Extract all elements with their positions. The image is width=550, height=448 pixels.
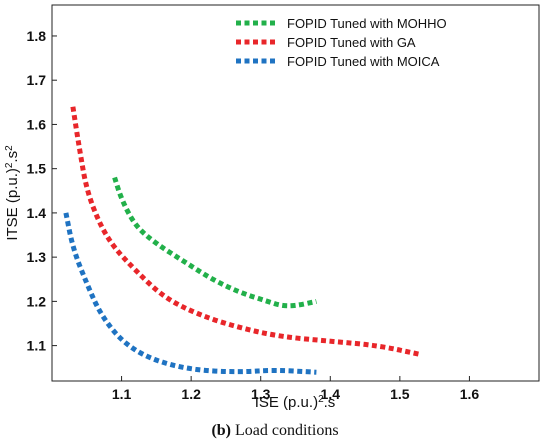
x-tick-label: 1.3 [251, 386, 271, 402]
legend-label-2: FOPID Tuned with GA [287, 35, 416, 50]
legend-label-3: FOPID Tuned with MOICA [287, 54, 440, 69]
series-line-3 [63, 212, 317, 375]
series-group [63, 106, 422, 375]
figure-caption: (b) Load conditions [0, 422, 550, 440]
x-axis-label: ISE (p.u.)2.s [255, 394, 336, 412]
series-line-1 [112, 176, 317, 309]
series-line-2 [70, 106, 422, 357]
x-tick-label: 1.4 [321, 386, 341, 402]
x-tick-label: 1.1 [112, 386, 132, 402]
axis-ticks: 1.1 1.2 1.3 1.4 1.5 1.6 1.1 1.2 1.3 1.4 1.5 1.6 1.7 1… [27, 28, 480, 402]
y-tick-label: 1.1 [27, 338, 47, 354]
y-tick-label: 1.7 [27, 72, 47, 88]
y-tick-label: 1.2 [27, 293, 47, 309]
y-tick-label: 1.4 [27, 205, 47, 221]
pareto-front-chart: 1.1 1.2 1.3 1.4 1.5 1.6 1.1 1.2 1.3 1.4 1.5 1.6 1.7 1… [4, 4, 540, 412]
caption-text: Load conditions [235, 422, 339, 439]
y-tick-label: 1.5 [27, 161, 47, 177]
legend-label-1: FOPID Tuned with MOHHO [287, 16, 447, 31]
x-tick-label: 1.5 [390, 386, 410, 402]
y-tick-label: 1.6 [27, 116, 47, 132]
y-axis-label: ITSE (p.u.)2.s2 [4, 145, 22, 241]
y-tick-label: 1.3 [27, 249, 47, 265]
x-tick-label: 1.6 [460, 386, 480, 402]
y-tick-label: 1.8 [27, 28, 47, 44]
caption-label: (b) [211, 422, 231, 439]
legend: FOPID Tuned with MOHHO FOPID Tuned with G… [236, 16, 447, 69]
plot-area [51, 4, 540, 382]
x-tick-label: 1.2 [181, 386, 201, 402]
